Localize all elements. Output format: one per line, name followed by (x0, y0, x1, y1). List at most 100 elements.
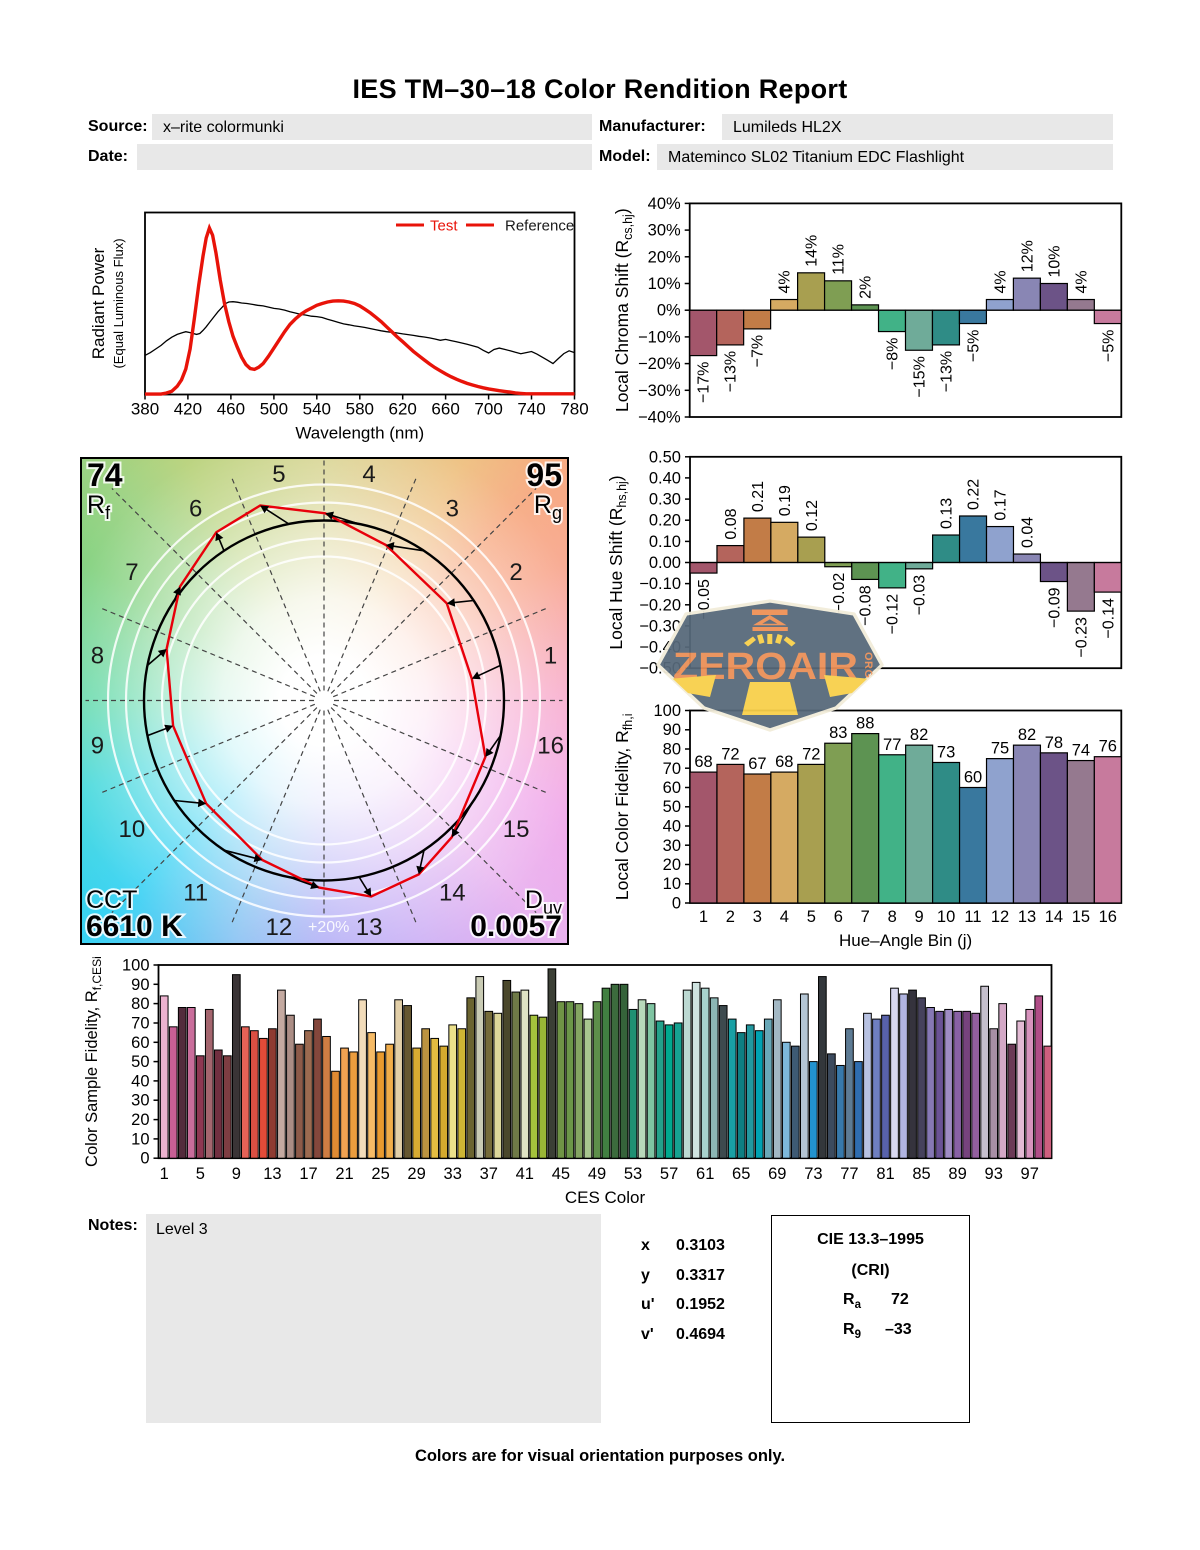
svg-text:Local Chroma Shift (Rcs,hj): Local Chroma Shift (Rcs,hj) (612, 208, 635, 412)
svg-text:16: 16 (537, 733, 564, 760)
svg-text:40: 40 (663, 818, 681, 836)
svg-text:78: 78 (1045, 734, 1063, 752)
svg-text:80: 80 (131, 995, 149, 1013)
svg-text:41: 41 (516, 1165, 534, 1183)
svg-text:25: 25 (371, 1165, 389, 1183)
svg-text:7: 7 (861, 908, 870, 926)
svg-text:60: 60 (964, 769, 982, 787)
svg-text:67: 67 (748, 755, 766, 773)
svg-text:0.0057: 0.0057 (470, 910, 562, 943)
svg-text:0.50: 0.50 (649, 448, 681, 466)
svg-text:53: 53 (624, 1165, 642, 1183)
svg-text:Radiant Power: Radiant Power (89, 247, 108, 359)
svg-text:0.20: 0.20 (649, 512, 681, 530)
svg-text:−8%: −8% (885, 338, 902, 370)
svg-text:−0.12: −0.12 (885, 594, 902, 635)
svg-text:CES Color: CES Color (565, 1188, 646, 1207)
svg-text:74: 74 (87, 457, 123, 493)
svg-text:60: 60 (131, 1034, 149, 1052)
svg-text:12: 12 (266, 914, 293, 941)
svg-text:0.08: 0.08 (723, 508, 740, 539)
svg-text:−0.14: −0.14 (1100, 598, 1117, 639)
svg-text:20: 20 (131, 1111, 149, 1129)
svg-text:6: 6 (189, 495, 202, 522)
svg-text:460: 460 (217, 400, 245, 419)
svg-text:14%: 14% (804, 235, 821, 267)
svg-text:−7%: −7% (750, 335, 767, 367)
svg-text:−0.09: −0.09 (1046, 587, 1063, 628)
svg-text:−17%: −17% (696, 362, 713, 403)
svg-text:75: 75 (991, 740, 1009, 758)
svg-text:45: 45 (552, 1165, 570, 1183)
svg-text:100: 100 (653, 702, 681, 720)
svg-text:9: 9 (91, 733, 104, 760)
svg-text:7: 7 (125, 559, 138, 586)
svg-text:69: 69 (768, 1165, 786, 1183)
svg-text:10: 10 (937, 908, 955, 926)
svg-text:90: 90 (131, 976, 149, 994)
svg-text:580: 580 (346, 400, 374, 419)
svg-text:Wavelength (nm): Wavelength (nm) (295, 424, 424, 443)
svg-text:CCT: CCT (86, 886, 137, 914)
svg-text:60: 60 (663, 779, 681, 797)
svg-text:14: 14 (1045, 908, 1063, 926)
svg-text:5: 5 (272, 461, 285, 488)
svg-text:70: 70 (131, 1015, 149, 1033)
svg-text:0: 0 (140, 1150, 149, 1168)
svg-text:89: 89 (948, 1165, 966, 1183)
svg-text:4%: 4% (992, 270, 1009, 293)
svg-text:4%: 4% (777, 270, 794, 293)
svg-text:82: 82 (910, 726, 928, 744)
svg-text:500: 500 (260, 400, 288, 419)
svg-text:10%: 10% (1046, 245, 1063, 277)
svg-text:73: 73 (937, 744, 955, 762)
svg-text:10: 10 (663, 875, 681, 893)
svg-text:+20%: +20% (308, 919, 349, 936)
svg-text:−0.23: −0.23 (1073, 617, 1090, 658)
svg-text:Hue–Angle Bin (j): Hue–Angle Bin (j) (839, 931, 972, 950)
svg-text:Reference: Reference (505, 218, 574, 235)
svg-text:97: 97 (1021, 1165, 1039, 1183)
svg-text:−20%: −20% (638, 355, 681, 373)
svg-text:9: 9 (232, 1165, 241, 1183)
svg-text:90: 90 (663, 721, 681, 739)
svg-text:2: 2 (726, 908, 735, 926)
svg-text:(Equal Luminous Flux): (Equal Luminous Flux) (111, 238, 126, 368)
svg-text:0.04: 0.04 (1020, 517, 1037, 548)
svg-text:0.40: 0.40 (649, 469, 681, 487)
svg-text:15: 15 (503, 816, 530, 843)
svg-text:74: 74 (1072, 742, 1090, 760)
svg-text:−15%: −15% (912, 356, 929, 397)
svg-text:72: 72 (721, 745, 739, 763)
svg-text:6610 K: 6610 K (86, 910, 183, 943)
svg-text:9: 9 (915, 908, 924, 926)
svg-text:Rg: Rg (534, 491, 562, 523)
svg-text:20: 20 (663, 856, 681, 874)
svg-text:4%: 4% (1073, 270, 1090, 293)
svg-text:50: 50 (663, 798, 681, 816)
svg-text:65: 65 (732, 1165, 750, 1183)
svg-text:12: 12 (991, 908, 1009, 926)
svg-text:68: 68 (775, 753, 793, 771)
svg-text:Color Sample Fidelity, Rf,CESi: Color Sample Fidelity, Rf,CESi (83, 956, 104, 1167)
svg-text:−30%: −30% (638, 382, 681, 400)
svg-text:93: 93 (985, 1165, 1003, 1183)
svg-text:72: 72 (802, 745, 820, 763)
svg-text:57: 57 (660, 1165, 678, 1183)
svg-text:14: 14 (439, 880, 466, 907)
svg-text:−0.08: −0.08 (858, 585, 875, 626)
svg-text:29: 29 (407, 1165, 425, 1183)
svg-text:0.21: 0.21 (750, 481, 767, 512)
svg-text:−13%: −13% (723, 351, 740, 392)
svg-text:0%: 0% (657, 302, 681, 320)
svg-text:0.22: 0.22 (966, 479, 983, 510)
svg-text:700: 700 (474, 400, 502, 419)
svg-text:30%: 30% (648, 222, 681, 240)
svg-text:0.12: 0.12 (804, 500, 821, 531)
svg-text:61: 61 (696, 1165, 714, 1183)
svg-text:0.13: 0.13 (939, 498, 956, 529)
svg-text:50: 50 (131, 1053, 149, 1071)
svg-text:2: 2 (509, 559, 522, 586)
svg-text:740: 740 (517, 400, 545, 419)
svg-text:13: 13 (1018, 908, 1036, 926)
